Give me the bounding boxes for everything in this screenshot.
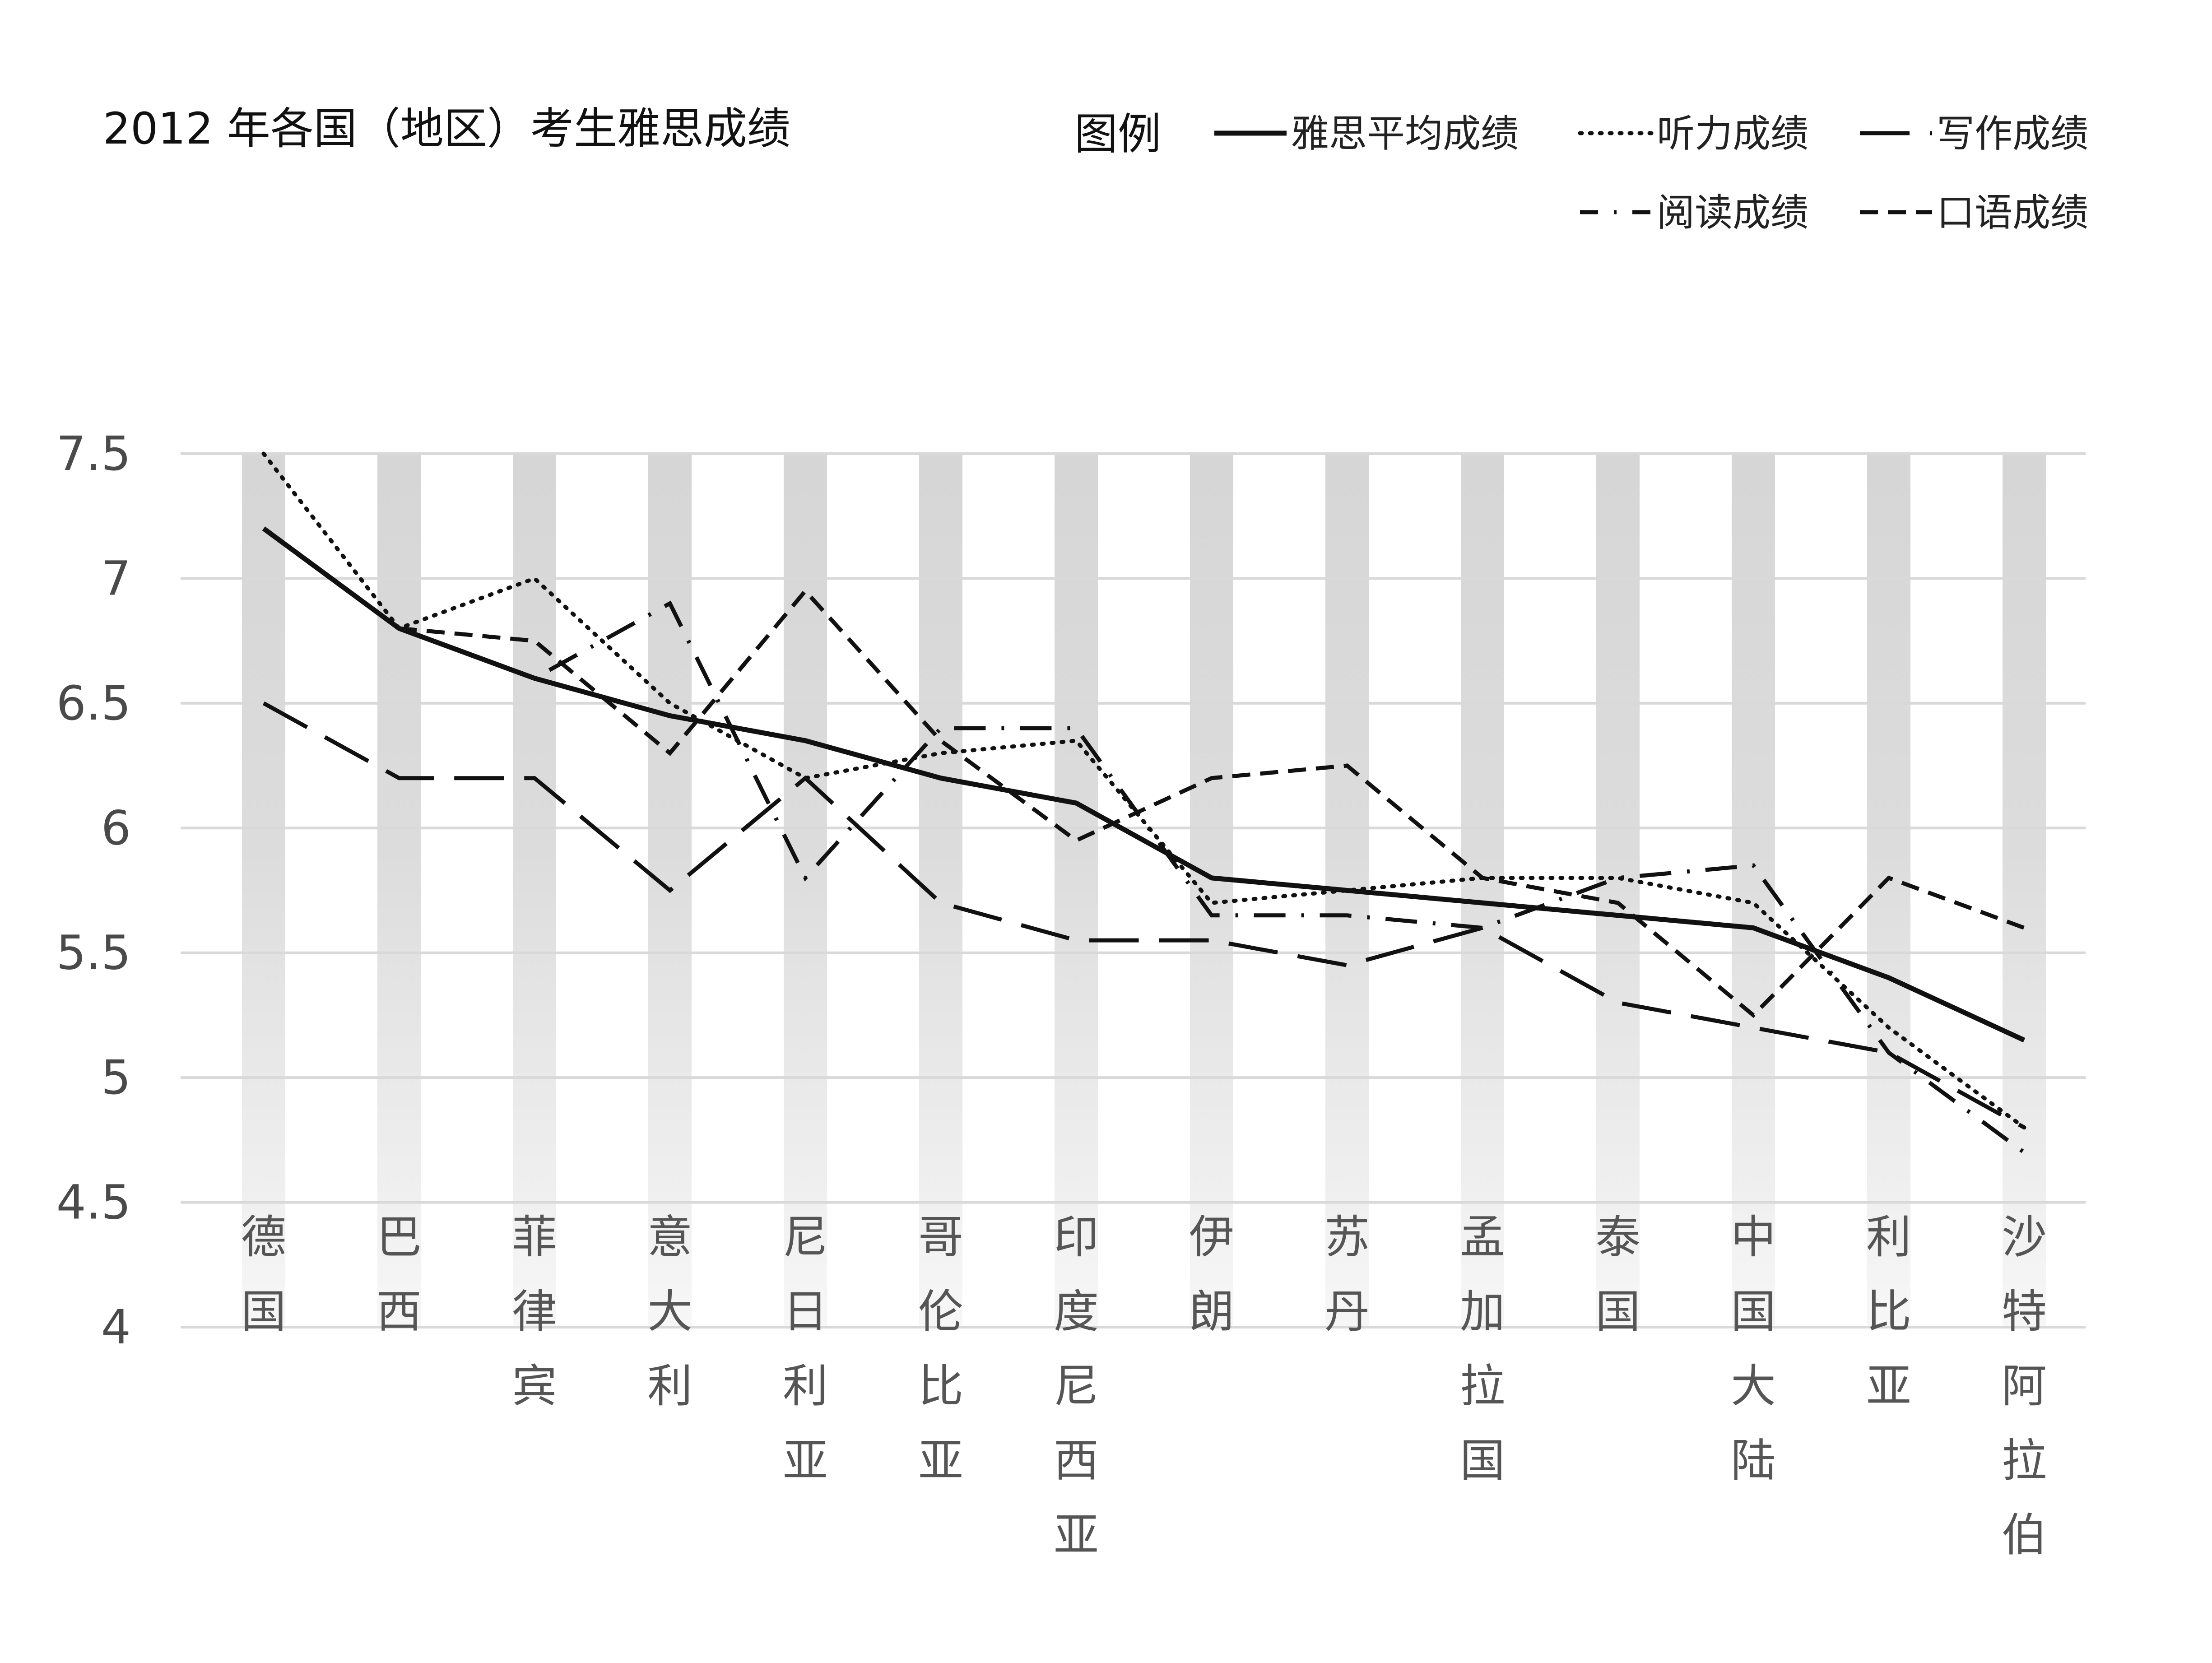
category-band	[1190, 454, 1233, 1327]
y-tick-label: 4.5	[56, 1175, 131, 1230]
y-tick-label: 5	[101, 1050, 131, 1105]
series-line	[262, 527, 2026, 1154]
series-line	[262, 526, 2026, 1043]
x-category-label: 中国大陆	[1731, 1211, 1776, 1487]
category-band	[1732, 454, 1775, 1327]
x-category-label: 伊朗	[1189, 1211, 1234, 1338]
x-category-label: 孟加拉国	[1460, 1211, 1505, 1487]
gridlines	[181, 452, 2086, 1329]
y-tick-label: 6	[101, 800, 131, 855]
x-category-label: 哥伦比亚	[918, 1211, 963, 1487]
x-category-label: 尼日利亚	[783, 1211, 828, 1487]
x-category-label: 泰国	[1595, 1211, 1640, 1338]
legend-label: 雅思平均成绩	[1291, 111, 1519, 156]
category-band	[1596, 454, 1640, 1327]
x-category-label: 印度尼西亚	[1054, 1211, 1099, 1561]
y-tick-label: 7	[101, 551, 131, 606]
x-category-label: 苏丹	[1324, 1211, 1370, 1338]
y-tick-label: 4	[101, 1300, 131, 1355]
series-line	[262, 701, 2026, 1129]
legend-label: 听力成绩	[1657, 111, 1808, 156]
category-bands	[242, 454, 2046, 1327]
category-band	[377, 454, 421, 1327]
x-category-label: 德国	[241, 1211, 286, 1338]
x-category-label: 意大利	[647, 1211, 692, 1412]
category-band	[1461, 454, 1504, 1327]
category-band	[1867, 454, 1910, 1327]
legend-label: 口语成绩	[1937, 190, 2088, 235]
x-category-label: 菲律宾	[512, 1211, 557, 1412]
category-band	[784, 454, 827, 1327]
series-lines	[261, 451, 2026, 1154]
y-axis-tick-labels: 4 4.5 5 5.5 6 6.5 7 7.5	[56, 426, 131, 1355]
legend-title: 图例	[1074, 109, 1161, 159]
x-category-label: 巴西	[376, 1211, 422, 1338]
y-tick-label: 6.5	[56, 676, 131, 731]
category-band	[1055, 454, 1098, 1327]
x-category-label: 利比亚	[1866, 1211, 1911, 1412]
legend-label: 写作成绩	[1937, 111, 2088, 156]
category-band	[513, 454, 556, 1327]
category-band	[2003, 454, 2046, 1327]
series-line	[261, 451, 2026, 1130]
legend-label: 阅读成绩	[1657, 190, 1808, 235]
category-band	[242, 454, 285, 1327]
y-tick-label: 7.5	[56, 426, 131, 481]
chart-title: 2012 年各国（地区）考生雅思成绩	[103, 103, 790, 154]
series-line	[262, 527, 2025, 1018]
x-category-label: 沙特阿拉伯	[2002, 1211, 2047, 1561]
y-tick-label: 5.5	[56, 925, 131, 980]
